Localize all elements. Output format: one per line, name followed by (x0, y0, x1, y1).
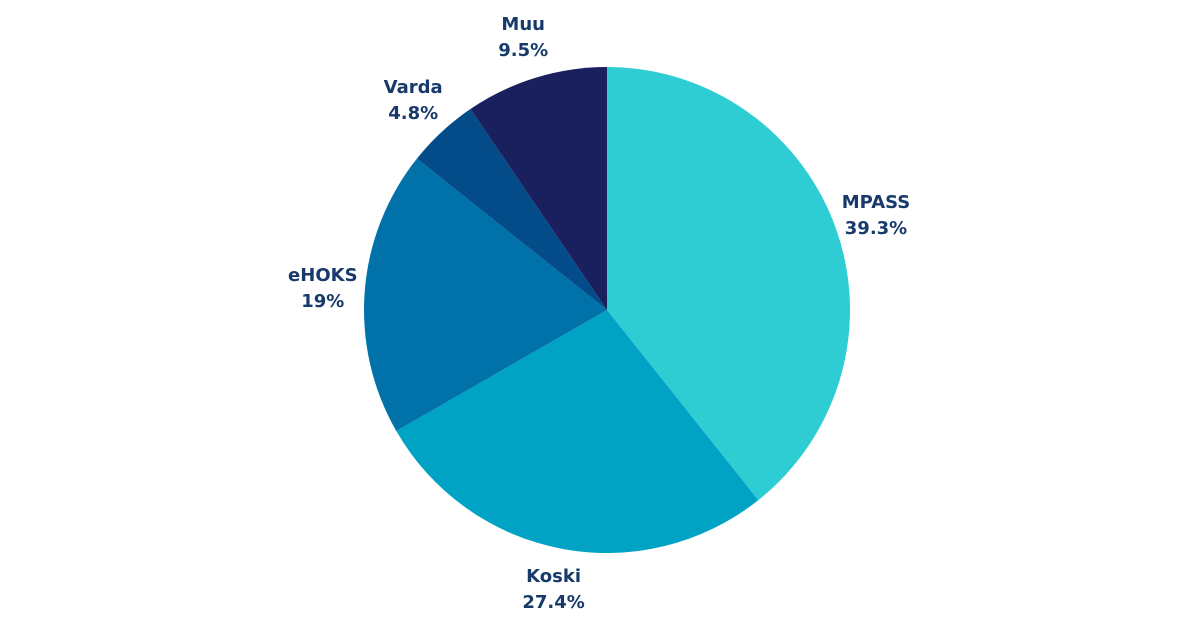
slice-value-koski: 27.4% (522, 592, 585, 613)
slice-name-muu: Muu (501, 13, 545, 35)
pie-slice-koski (396, 310, 759, 554)
slice-label-muu: Muu 9.5% (498, 12, 548, 64)
slice-label-koski: Koski 27.4% (522, 564, 584, 616)
pie-slice-varda (416, 109, 607, 311)
pie-slice-ehoks (363, 158, 607, 432)
slice-label-mpass: MPASS 39.3% (842, 190, 911, 242)
slice-name-varda: Varda (383, 77, 443, 98)
pie-slice-mpass (607, 67, 851, 501)
slice-value-varda: 4.8% (388, 103, 439, 124)
slice-name-ehoks: eHOKS (288, 264, 358, 286)
slice-name-mpass: MPASS (841, 192, 911, 213)
slice-label-ehoks: eHOKS 19% (288, 263, 358, 315)
slice-value-ehoks: 19% (301, 290, 345, 312)
slice-label-varda: Varda 4.8% (384, 75, 443, 127)
pie-slice-muu (470, 67, 607, 310)
pie-slices (363, 67, 851, 554)
slice-value-mpass: 39.3% (844, 218, 908, 239)
slice-name-koski: Koski (526, 566, 582, 587)
slice-value-muu: 9.5% (498, 39, 549, 61)
